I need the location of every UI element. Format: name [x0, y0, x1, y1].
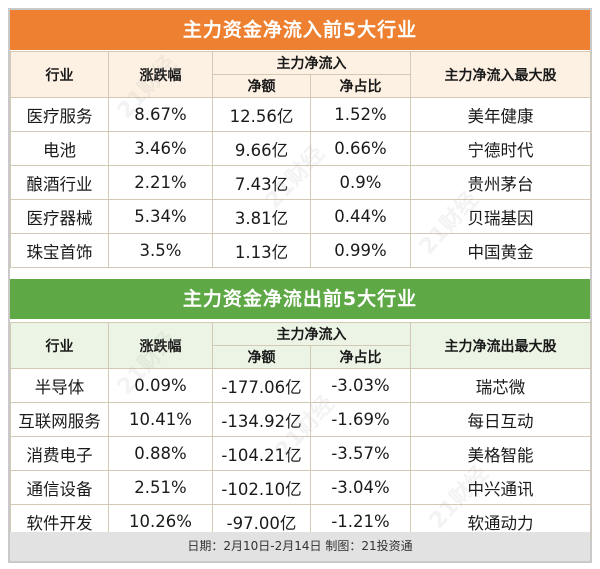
table-row: 酿酒行业 2.21% 7.43亿 0.9% 贵州茅台 [10, 165, 591, 200]
inflow-header-row: 行业 涨跌幅 主力净流入 主力净流入最大股 [10, 51, 591, 98]
change-cell: 0.09% [108, 368, 213, 403]
industry-cell: 医疗服务 [10, 97, 109, 132]
change-cell: 2.51% [108, 470, 213, 505]
header-change: 涨跌幅 [108, 322, 213, 369]
change-cell: 2.21% [108, 165, 213, 200]
amount-cell: -102.10亿 [212, 470, 311, 505]
header-top-stock: 主力净流入最大股 [410, 51, 591, 98]
table-row: 互联网服务 10.41% -134.92亿 -1.69% 每日互动 [10, 402, 591, 437]
header-main-flow: 主力净流入 [212, 51, 411, 75]
outflow-table: 行业 涨跌幅 主力净流入 主力净流出最大股 净额 净占比 半导体 0.09% -… [10, 322, 591, 539]
top-stock-cell: 宁德时代 [410, 131, 591, 166]
ratio-cell: 1.52% [310, 97, 411, 132]
table-row: 医疗器械 5.34% 3.81亿 0.44% 贝瑞基因 [10, 199, 591, 234]
change-cell: 8.67% [108, 97, 213, 132]
industry-cell: 互联网服务 [10, 402, 109, 437]
top-stock-cell: 美格智能 [410, 436, 591, 471]
table-row: 珠宝首饰 3.5% 1.13亿 0.99% 中国黄金 [10, 233, 591, 268]
ratio-cell: 0.9% [310, 165, 411, 200]
header-industry: 行业 [10, 322, 109, 369]
header-main-flow: 主力净流入 [212, 322, 411, 346]
industry-cell: 半导体 [10, 368, 109, 403]
footer-caption: 日期：2月10日-2月14日 制图：21投资通 [10, 532, 590, 561]
industry-cell: 通信设备 [10, 470, 109, 505]
industry-cell: 珠宝首饰 [10, 233, 109, 268]
amount-cell: 7.43亿 [212, 165, 311, 200]
header-ratio: 净占比 [310, 345, 411, 369]
ratio-cell: 0.44% [310, 199, 411, 234]
ratio-cell: 0.66% [310, 131, 411, 166]
amount-cell: 9.66亿 [212, 131, 311, 166]
industry-cell: 医疗器械 [10, 199, 109, 234]
outflow-rows: 半导体 0.09% -177.06亿 -3.03% 瑞芯微 互联网服务 10.4… [10, 368, 591, 539]
ratio-cell: 0.99% [310, 233, 411, 268]
amount-cell: 3.81亿 [212, 199, 311, 234]
change-cell: 3.46% [108, 131, 213, 166]
ratio-cell: -3.04% [310, 470, 411, 505]
industry-cell: 电池 [10, 131, 109, 166]
header-amount: 净额 [212, 345, 311, 369]
top-stock-cell: 中国黄金 [410, 233, 591, 268]
header-top-stock: 主力净流出最大股 [410, 322, 591, 369]
change-cell: 5.34% [108, 199, 213, 234]
change-cell: 3.5% [108, 233, 213, 268]
outflow-title: 主力资金净流出前5大行业 [10, 279, 590, 319]
industry-cell: 消费电子 [10, 436, 109, 471]
change-cell: 10.41% [108, 402, 213, 437]
amount-cell: -177.06亿 [212, 368, 311, 403]
amount-cell: -104.21亿 [212, 436, 311, 471]
inflow-rows: 医疗服务 8.67% 12.56亿 1.52% 美年健康 电池 3.46% 9.… [10, 97, 591, 268]
top-stock-cell: 每日互动 [410, 402, 591, 437]
outflow-subheader-row: 净额 净占比 [11, 345, 591, 369]
header-change: 涨跌幅 [108, 51, 213, 98]
header-amount: 净额 [212, 74, 311, 98]
ratio-cell: -1.69% [310, 402, 411, 437]
table-row: 消费电子 0.88% -104.21亿 -3.57% 美格智能 [10, 436, 591, 471]
amount-cell: -134.92亿 [212, 402, 311, 437]
top-stock-cell: 贝瑞基因 [410, 199, 591, 234]
inflow-table: 行业 涨跌幅 主力净流入 主力净流入最大股 净额 净占比 医疗服务 8.67% … [10, 51, 591, 268]
flow-ranking-card: 主力资金净流入前5大行业 行业 涨跌幅 主力净流入 主力净流入最大股 净额 净占… [8, 8, 592, 563]
table-row: 通信设备 2.51% -102.10亿 -3.04% 中兴通讯 [10, 470, 591, 505]
header-ratio: 净占比 [310, 74, 411, 98]
top-stock-cell: 中兴通讯 [410, 470, 591, 505]
header-industry: 行业 [10, 51, 109, 98]
table-row: 电池 3.46% 9.66亿 0.66% 宁德时代 [10, 131, 591, 166]
inflow-title: 主力资金净流入前5大行业 [10, 10, 590, 50]
change-cell: 0.88% [108, 436, 213, 471]
amount-cell: 12.56亿 [212, 97, 311, 132]
top-stock-cell: 美年健康 [410, 97, 591, 132]
table-row: 医疗服务 8.67% 12.56亿 1.52% 美年健康 [10, 97, 591, 132]
top-stock-cell: 贵州茅台 [410, 165, 591, 200]
ratio-cell: -3.03% [310, 368, 411, 403]
top-stock-cell: 瑞芯微 [410, 368, 591, 403]
amount-cell: 1.13亿 [212, 233, 311, 268]
industry-cell: 酿酒行业 [10, 165, 109, 200]
ratio-cell: -3.57% [310, 436, 411, 471]
table-row: 半导体 0.09% -177.06亿 -3.03% 瑞芯微 [10, 368, 591, 403]
outflow-header-row: 行业 涨跌幅 主力净流入 主力净流出最大股 [10, 322, 591, 369]
